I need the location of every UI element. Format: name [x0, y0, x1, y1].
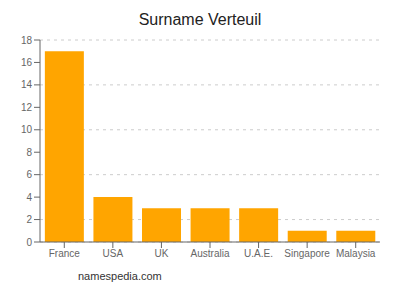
svg-text:Singapore: Singapore — [284, 248, 330, 259]
svg-text:USA: USA — [103, 248, 124, 259]
svg-text:16: 16 — [21, 57, 33, 68]
svg-text:6: 6 — [26, 169, 32, 180]
svg-text:Australia: Australia — [191, 248, 230, 259]
svg-text:4: 4 — [26, 192, 32, 203]
svg-text:UK: UK — [154, 248, 168, 259]
svg-text:10: 10 — [21, 124, 33, 135]
svg-text:France: France — [49, 248, 81, 259]
svg-text:12: 12 — [21, 102, 33, 113]
html-text:namespedia.com: namespedia.com — [78, 270, 162, 282]
svg-text:U.A.E.: U.A.E. — [244, 248, 273, 259]
svg-text:14: 14 — [21, 79, 33, 90]
html-text:Surname Verteuil: Surname Verteuil — [138, 11, 262, 28]
svg-text:Malaysia: Malaysia — [336, 248, 376, 259]
svg-text:0: 0 — [26, 237, 32, 248]
svg-text:8: 8 — [26, 147, 32, 158]
svg-text:2: 2 — [26, 214, 32, 225]
svg-text:18: 18 — [21, 35, 33, 46]
